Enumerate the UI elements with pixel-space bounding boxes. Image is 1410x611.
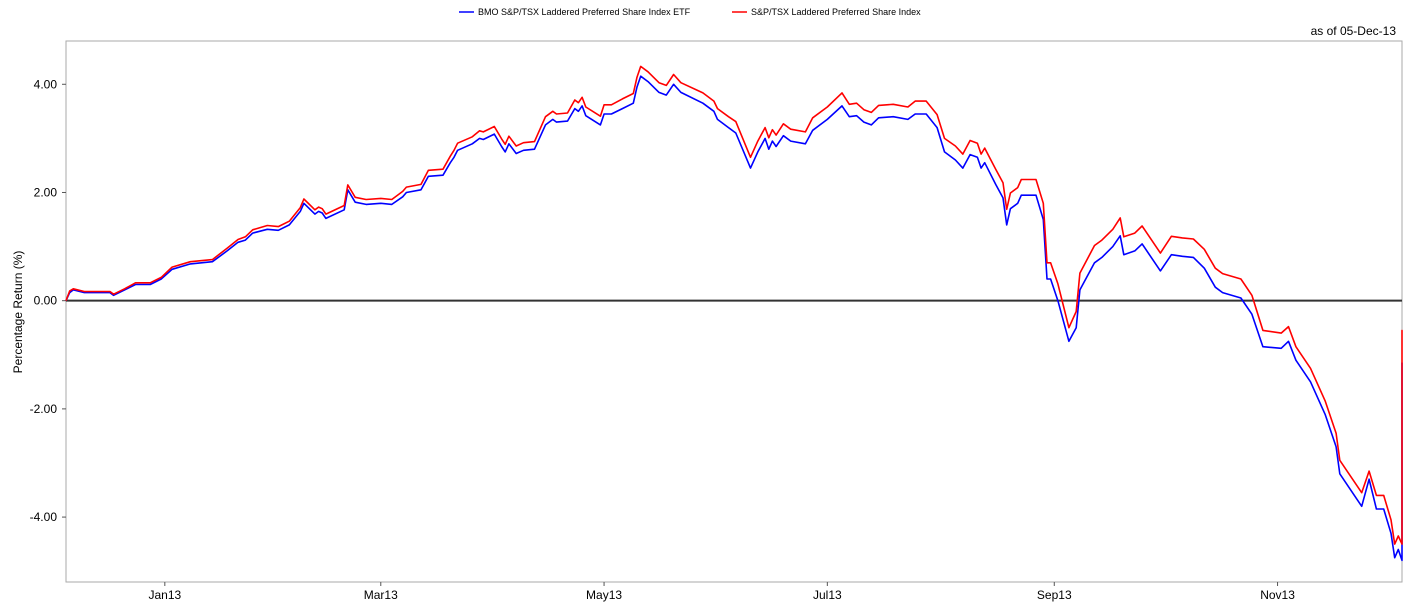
plot-area: [65, 40, 1403, 583]
y-tick-label: 2.00: [34, 185, 58, 199]
x-tick-label: Nov13: [1260, 588, 1295, 602]
series-line-index: [65, 65, 1403, 545]
y-axis-label: Percentage Return (%): [11, 251, 25, 374]
y-tick-label: 0.00: [34, 294, 58, 308]
legend: BMO S&P/TSX Laddered Preferred Share Ind…: [459, 7, 921, 17]
legend-label-index: S&P/TSX Laddered Preferred Share Index: [751, 7, 921, 17]
as-of-date: as of 05-Dec-13: [1311, 24, 1397, 38]
series-lines: [65, 65, 1403, 562]
x-tick-label: Jul13: [813, 588, 842, 602]
x-tick-label: May13: [586, 588, 622, 602]
y-tick-label: -2.00: [30, 402, 58, 416]
y-axis-ticks: 4.00 2.00 0.00 -2.00 -4.00: [30, 77, 66, 524]
x-tick-label: Sep13: [1037, 588, 1072, 602]
x-tick-label: Jan13: [148, 588, 181, 602]
y-tick-label: 4.00: [34, 77, 58, 91]
x-axis-ticks: Jan13 Mar13 May13 Jul13 Sep13 Nov13: [148, 582, 1295, 602]
x-tick-label: Mar13: [364, 588, 398, 602]
y-tick-label: -4.00: [30, 510, 58, 524]
legend-label-etf: BMO S&P/TSX Laddered Preferred Share Ind…: [478, 7, 691, 17]
